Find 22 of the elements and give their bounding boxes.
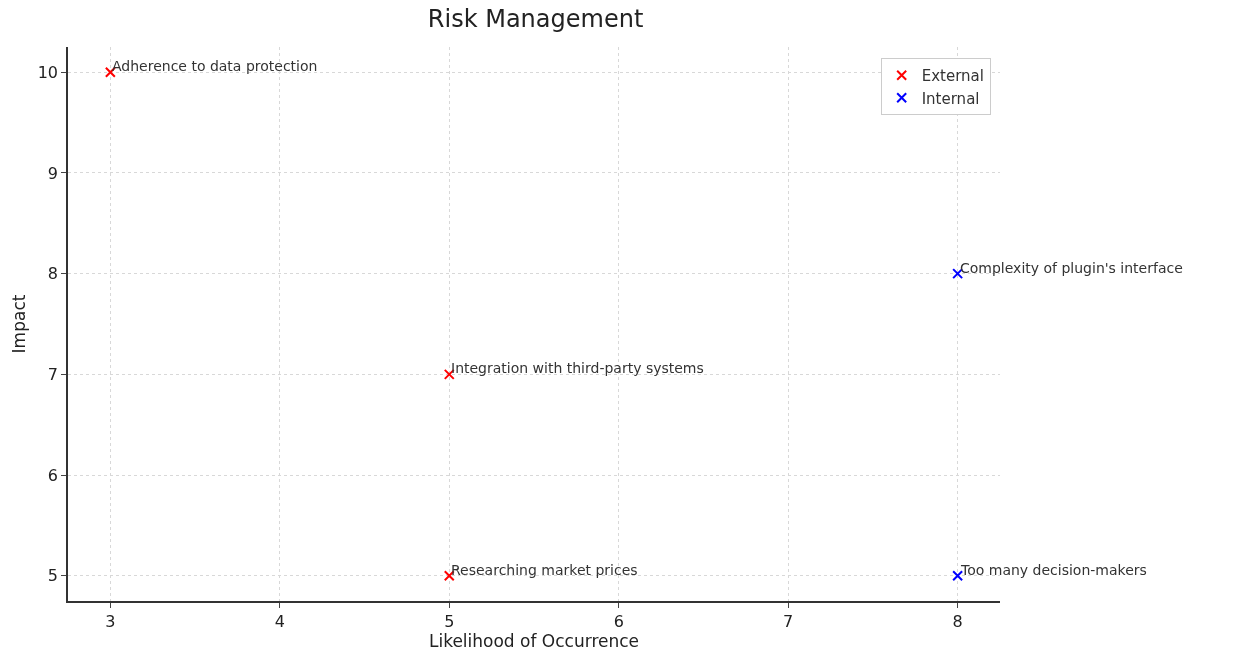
annotation: Adherence to data protection	[112, 58, 318, 74]
legend-label: External	[921, 67, 984, 86]
x-tick-label: 6	[613, 611, 624, 631]
y-tick-label: 6	[47, 465, 59, 485]
x-tick-label: 7	[783, 611, 794, 631]
y-tick-label: 10	[37, 62, 59, 82]
annotation: Complexity of plugin's interface	[960, 260, 1183, 276]
y-axis-title: Impact	[8, 294, 29, 354]
x-tick-label: 4	[274, 611, 285, 631]
y-tick-label: 8	[47, 264, 59, 284]
y-tick-label: 5	[47, 566, 59, 586]
x-tick-label: 5	[444, 611, 455, 631]
annotation: Integration with third-party systems	[451, 360, 704, 376]
annotation: Too many decision-makers	[960, 562, 1147, 578]
y-tick-label: 9	[47, 163, 59, 183]
chart-title: Risk Management	[427, 4, 644, 33]
legend-label: Internal	[921, 89, 980, 108]
x-axis-title: Likelihood of Occurrence	[428, 630, 640, 651]
x-tick-label: 8	[952, 611, 963, 631]
annotation: Researching market prices	[451, 562, 638, 578]
y-tick-label: 7	[47, 364, 59, 384]
x-tick-label: 3	[105, 611, 116, 631]
